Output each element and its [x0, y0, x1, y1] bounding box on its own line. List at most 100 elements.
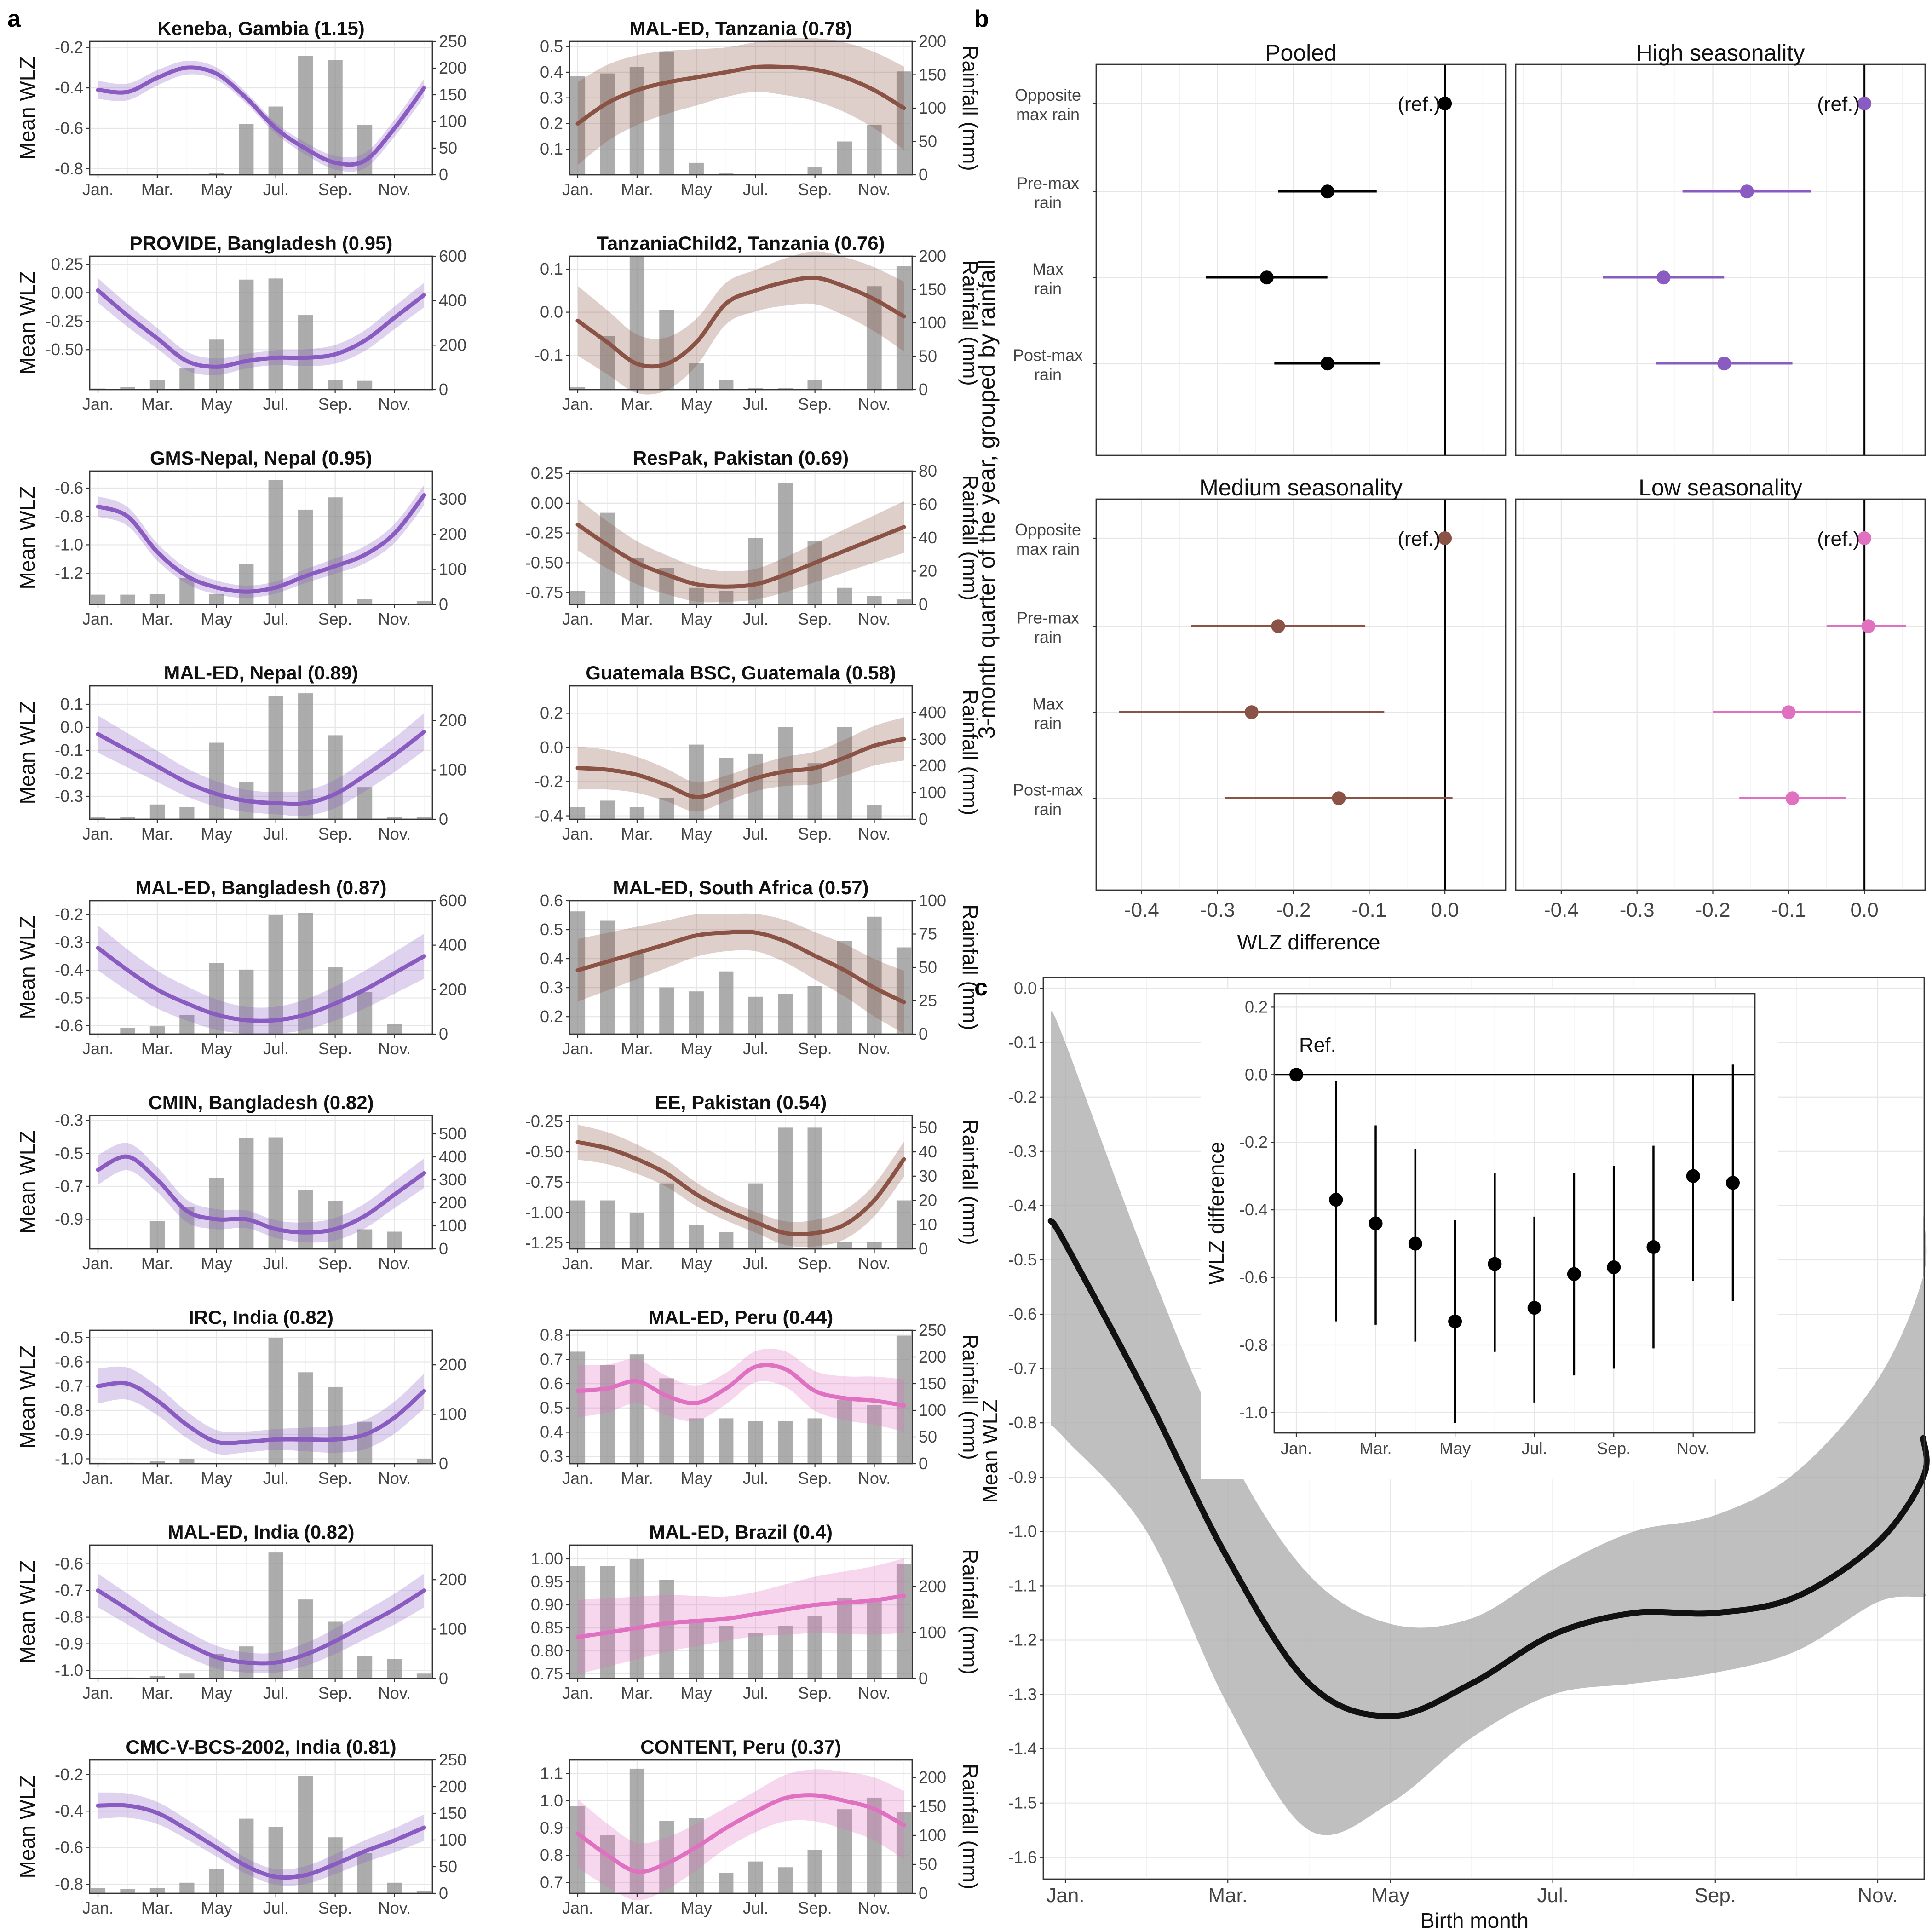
cohort-panel: CONTENT, Peru (0.37) 0.7 0.8 0.9 1.0 1.1 0 50 10… — [540, 1736, 982, 1917]
rainfall-bar — [179, 578, 195, 604]
rain-tick-label: 200 — [919, 247, 946, 265]
plot-border — [569, 1759, 913, 1894]
y-tick-label: -0.50 — [525, 1142, 563, 1161]
rain-tick-label: 60 — [919, 495, 937, 514]
x-tick-label: Nov. — [1857, 1884, 1898, 1907]
cohort-panel: PROVIDE, Bangladesh (0.95) -0.50 -0.25 0.00… — [15, 232, 466, 414]
y-tick-label: -0.8 — [55, 1874, 83, 1893]
x-tick-label: Jul. — [1537, 1884, 1568, 1907]
rain-tick-label: 0 — [919, 1454, 928, 1473]
x-tick-label: Nov. — [378, 610, 411, 628]
category-label: Max rain — [1032, 259, 1064, 298]
y-tick-label: 0.6 — [540, 1374, 563, 1393]
wlz-trend-line — [575, 276, 906, 369]
rainfall-bar — [239, 564, 254, 604]
y-tick-label: -1.2 — [1008, 1630, 1037, 1649]
y-tick-label: 0.4 — [540, 949, 563, 968]
rain-tick-label: 300 — [919, 730, 946, 748]
rainfall-bar — [268, 696, 283, 819]
estimate-point — [1785, 791, 1800, 805]
rainfall-bar — [896, 1335, 912, 1464]
estimate-point — [1861, 619, 1875, 633]
x-tick-label: Mar. — [141, 180, 173, 199]
rainfall-bar — [719, 173, 734, 175]
y-tick-label: -0.6 — [55, 1016, 83, 1035]
rainfall-bar — [807, 380, 822, 390]
plot-border — [89, 900, 433, 1035]
forest-facet: (ref.) High seasonality — [1515, 40, 1926, 456]
wlz-trend-line — [96, 1380, 426, 1445]
estimate-point — [1488, 1257, 1502, 1271]
rainfall-bar — [209, 594, 224, 604]
rainfall-bar — [239, 1818, 254, 1893]
x-tick-label: Sep. — [318, 395, 352, 414]
category-line: rain — [1034, 713, 1062, 732]
rainfall-bar — [120, 1028, 135, 1034]
estimate-point — [1726, 1176, 1740, 1190]
rainfall-bar — [179, 1882, 195, 1893]
cohort-title: CMC-V-BCS-2002, India (0.81) — [126, 1736, 396, 1758]
x-tick-label: Jan. — [562, 1684, 593, 1702]
panel-a-letter: a — [7, 6, 21, 32]
y-tick-label: 0.7 — [540, 1350, 563, 1368]
y-axis-title: Mean WLZ — [15, 1131, 39, 1234]
x-tick-label: Nov. — [858, 1898, 891, 1917]
x-tick-label: Sep. — [318, 610, 352, 628]
rainfall-bar — [629, 1559, 645, 1679]
rain-axis-title: Rainfall (mm) — [958, 1119, 982, 1245]
reference-point — [1857, 97, 1872, 110]
rainfall-bar — [748, 753, 763, 819]
rain-tick-label: 0 — [919, 1669, 928, 1688]
x-tick-label: Mar. — [141, 610, 173, 628]
x-tick-label: Mar. — [141, 1684, 173, 1702]
wlz-trend-line — [96, 730, 426, 806]
rainfall-bar — [570, 387, 586, 390]
rain-tick-label: 400 — [439, 1147, 466, 1166]
rainfall-bar — [778, 483, 793, 604]
y-tick-label: 0.3 — [540, 88, 563, 107]
plot-border — [89, 470, 433, 605]
y-tick-label: -1.0 — [1008, 1522, 1037, 1541]
category-label: Pre-max rain — [1017, 608, 1079, 646]
rain-tick-label: 50 — [439, 1857, 457, 1876]
category-line: rain — [1034, 279, 1062, 298]
x-tick-label: May — [681, 180, 712, 199]
plot-border — [569, 1329, 913, 1465]
cohort-panel: MAL-ED, Peru (0.44) 0.3 0.4 0.5 0.6 0.7 0.8 0 50… — [540, 1306, 982, 1488]
rain-tick-label: 200 — [439, 1355, 466, 1374]
rainfall-bar — [357, 992, 373, 1034]
rainfall-bar — [600, 1200, 615, 1249]
y-tick-label: -1.0 — [55, 535, 83, 554]
x-tick-label: Sep. — [798, 180, 832, 199]
rain-tick-label: 0 — [919, 810, 928, 828]
y-tick-label: -0.9 — [1008, 1467, 1037, 1486]
y-tick-label: 0.2 — [540, 1007, 563, 1026]
x-tick-label: Jan. — [562, 1039, 593, 1058]
cohort-panel: Guatemala BSC, Guatemala (0.58) -0.4 -0.2 0… — [535, 662, 982, 843]
category-line: Opposite — [1015, 520, 1081, 539]
y-tick-label: 0.9 — [540, 1818, 563, 1837]
cohort-panel: CMC-V-BCS-2002, India (0.81) -0.8 -0.6 -0.4… — [15, 1736, 466, 1917]
rain-tick-label: 100 — [919, 1401, 946, 1420]
y-tick-label: -0.7 — [1008, 1359, 1037, 1378]
x-tick-label: -0.1 — [1351, 899, 1386, 921]
rainfall-bar — [896, 599, 912, 604]
x-axis-title: Birth month — [1420, 1909, 1529, 1932]
x-tick-label: May — [201, 824, 232, 843]
rainfall-bar — [778, 1626, 793, 1679]
x-tick-label: Nov. — [378, 1898, 411, 1917]
rainfall-bar — [689, 587, 704, 604]
rainfall-bar — [896, 947, 912, 1034]
estimate-point — [1740, 184, 1754, 199]
estimate-point — [1320, 356, 1334, 371]
x-tick-label: Mar. — [141, 1469, 173, 1488]
wlz-trend-line — [575, 736, 906, 799]
x-tick-label: Sep. — [798, 1039, 832, 1058]
y-tick-label: -0.5 — [55, 1328, 83, 1347]
rain-axis-title: Rainfall (mm) — [958, 475, 982, 600]
rainfall-bar — [268, 480, 283, 604]
y-tick-label: -0.6 — [55, 1554, 83, 1573]
x-tick-label: Sep. — [798, 1254, 832, 1273]
rainfall-bar — [689, 991, 704, 1034]
rain-tick-label: 0 — [919, 1239, 928, 1258]
